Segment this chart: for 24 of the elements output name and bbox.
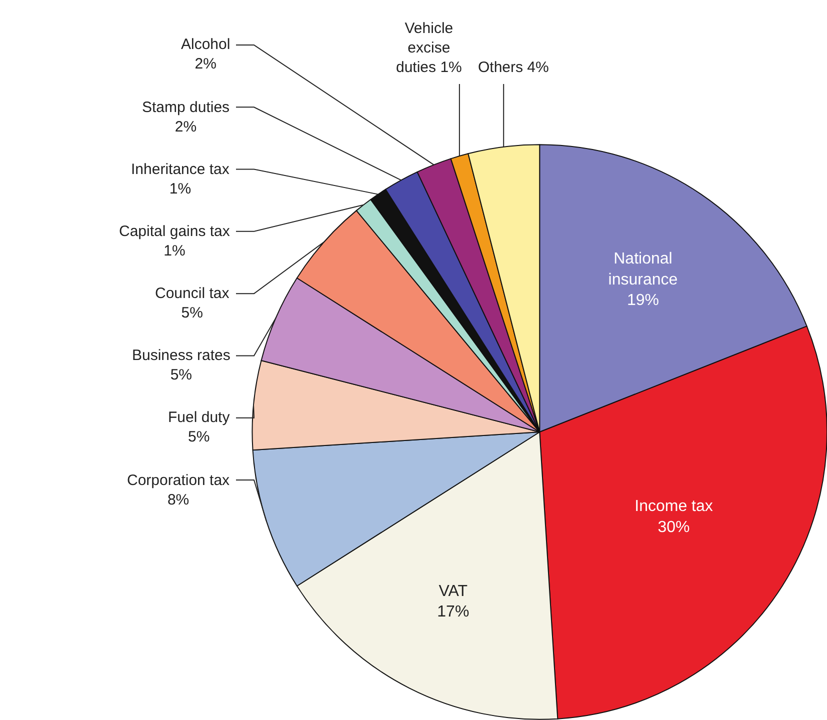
slice-label: Stamp duties [142,99,230,116]
data-label: 17% [437,604,470,621]
data-label: 5% [170,366,192,384]
slice-label: Fuel duty [168,409,230,426]
slice-label: Vehicle excise duties 1% [396,20,462,76]
data-label: 5% [188,428,210,446]
slice-label: Others 4% [478,59,549,76]
slice-label: VAT [438,582,468,600]
data-label: 30% [658,519,690,536]
slice-label: Business rates [132,347,230,364]
slice-label: Council tax [155,285,230,302]
data-label: 2% [174,118,197,136]
slice-label: Alcohol [181,36,230,53]
slice-label: National insurance [608,250,678,288]
data-label: 8% [167,492,190,508]
slice-label: Corporation tax [127,472,230,489]
data-label: 1% [169,180,192,198]
slice-label: Inheritance tax [131,161,230,178]
data-label: 5% [181,304,203,322]
data-label: 1% [164,242,186,260]
slice-label: Capital gains tax [119,223,230,240]
data-label: 19% [626,292,659,310]
slice-label: Income tax [634,498,713,516]
data-label: 2% [194,56,216,72]
